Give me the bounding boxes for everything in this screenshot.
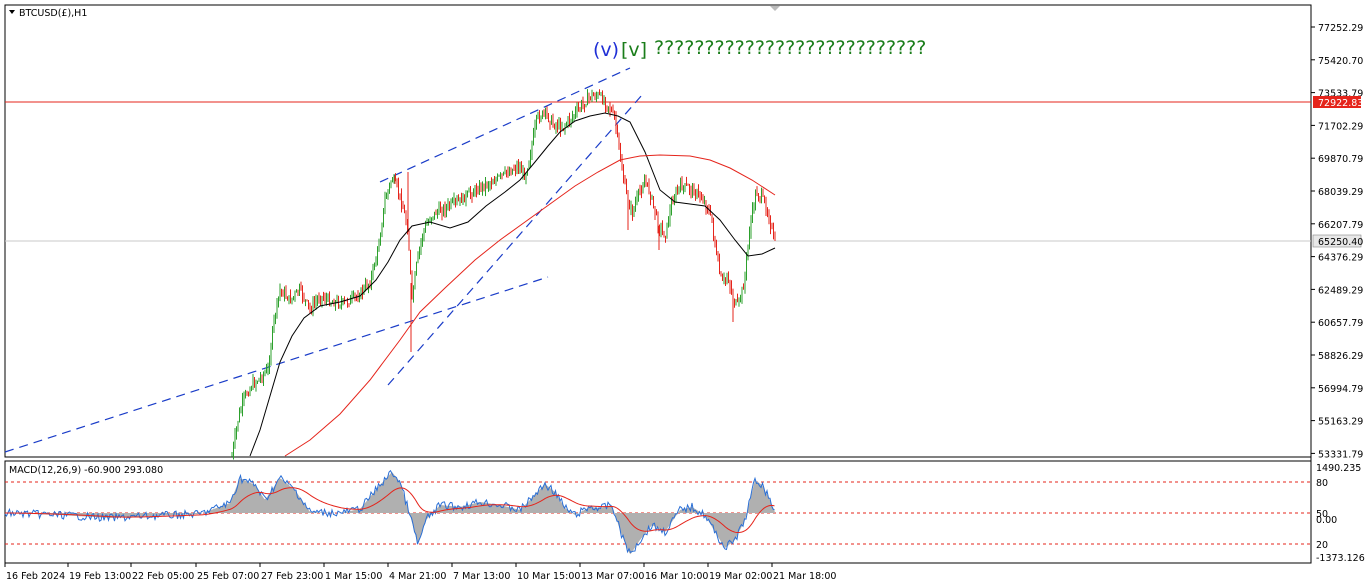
time-tick-label: 13 Mar 07:00: [581, 571, 644, 582]
time-tick-label: 27 Feb 23:00: [261, 571, 323, 582]
time-tick-label: 25 Feb 07:00: [197, 571, 259, 582]
resistance-price-label: 72922.83: [1318, 98, 1363, 109]
time-tick-label: 16 Mar 10:00: [645, 571, 708, 582]
price-tick-label: 53331.79: [1318, 449, 1363, 460]
resistance-price-tag: [1313, 96, 1361, 108]
current-price-label: 65250.40: [1318, 237, 1363, 248]
price-tick-label: 56994.79: [1318, 384, 1363, 395]
trend-line[interactable]: [387, 94, 643, 386]
slow-moving-average: [284, 154, 776, 457]
time-tick-label: 16 Feb 2024: [6, 571, 65, 582]
price-scale[interactable]: 77252.29 75420.70 73533.79 71702.29 69870.79…: [1311, 23, 1363, 460]
macd-scale-80: 80: [1316, 478, 1328, 489]
price-tick-label: 68039.29: [1318, 187, 1363, 198]
price-tick-label: 73533.79: [1318, 89, 1363, 100]
channel-upper-line[interactable]: [379, 67, 631, 183]
macd-scale-zero: 0.00: [1316, 515, 1337, 526]
macd-label: MACD(12,26,9) -60.900 293.080: [9, 465, 163, 476]
macd-main-line: [4, 469, 775, 554]
price-tick-label: 60657.79: [1318, 318, 1363, 329]
price-tick-label: 64376.29: [1318, 253, 1363, 264]
wave-label-v: (v): [593, 39, 619, 61]
time-tick-label: 19 Feb 13:00: [69, 571, 131, 582]
price-tick-label: 62489.29: [1318, 285, 1363, 296]
time-tick-label: 7 Mar 13:00: [453, 571, 510, 582]
time-axis[interactable]: 16 Feb 2024 19 Feb 13:00 22 Feb 05:00 25 Fe…: [4, 563, 836, 582]
macd-scale-50: 50: [1316, 509, 1328, 520]
price-tick-label: 75420.70: [1318, 56, 1363, 67]
current-price-tag: [1312, 234, 1362, 248]
scroll-marker-icon[interactable]: [770, 6, 780, 11]
time-tick-label: 1 Mar 15:00: [325, 571, 382, 582]
price-tick-label: 55163.29: [1318, 417, 1363, 428]
wave-note: ???????????????????????????: [654, 37, 926, 59]
chart-dropdown-icon[interactable]: [9, 10, 15, 14]
symbol-label: BTCUSD(£),H1: [19, 8, 87, 19]
candlesticks: [231, 89, 776, 460]
time-tick-label: 10 Mar 15:00: [517, 571, 580, 582]
price-tick-label: 77252.29: [1318, 23, 1363, 34]
price-tick-label: 69870.79: [1318, 154, 1363, 165]
macd-scale-top: 1490.235: [1316, 463, 1361, 474]
time-tick-label: 21 Mar 18:00: [773, 571, 836, 582]
time-tick-label: 4 Mar 21:00: [389, 571, 446, 582]
price-tick-label: 66207.79: [1318, 220, 1363, 231]
macd-scale-20: 20: [1316, 540, 1328, 551]
price-tick-label: 58826.29: [1318, 351, 1363, 362]
time-tick-label: 19 Mar 02:00: [709, 571, 772, 582]
macd-histogram: [5, 472, 775, 555]
time-tick-label: 22 Feb 05:00: [132, 571, 194, 582]
fast-moving-average: [249, 112, 776, 457]
macd-scale-bottom: -1373.126: [1316, 553, 1365, 564]
price-tick-label: 71702.29: [1318, 121, 1363, 132]
wave-label-bracket-v: [v]: [621, 39, 647, 61]
macd-signal-line: [4, 487, 775, 534]
channel-lower-line[interactable]: [4, 276, 549, 453]
